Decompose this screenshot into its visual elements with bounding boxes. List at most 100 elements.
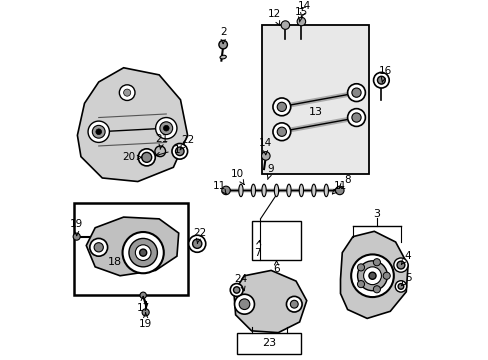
Circle shape bbox=[393, 258, 407, 272]
Circle shape bbox=[350, 255, 393, 297]
Circle shape bbox=[277, 127, 286, 136]
Circle shape bbox=[119, 85, 135, 100]
Text: 7: 7 bbox=[253, 240, 260, 258]
Circle shape bbox=[140, 292, 146, 298]
Circle shape bbox=[142, 152, 151, 162]
Text: 13: 13 bbox=[308, 107, 322, 117]
Text: 20: 20 bbox=[122, 152, 141, 162]
Circle shape bbox=[261, 152, 269, 160]
Ellipse shape bbox=[299, 184, 303, 197]
Circle shape bbox=[142, 309, 149, 316]
Circle shape bbox=[347, 109, 365, 126]
Polygon shape bbox=[233, 270, 306, 333]
Text: 14: 14 bbox=[258, 139, 271, 155]
Ellipse shape bbox=[311, 184, 315, 197]
Bar bbox=[251, 221, 301, 260]
Circle shape bbox=[92, 125, 105, 138]
Text: 9: 9 bbox=[267, 164, 274, 180]
Text: 21: 21 bbox=[155, 134, 168, 149]
Text: 19: 19 bbox=[70, 219, 83, 235]
Circle shape bbox=[372, 259, 380, 266]
Circle shape bbox=[351, 88, 360, 97]
Circle shape bbox=[286, 296, 302, 312]
Circle shape bbox=[377, 76, 385, 84]
Circle shape bbox=[357, 280, 364, 288]
Text: 22: 22 bbox=[180, 135, 194, 150]
Circle shape bbox=[175, 147, 183, 156]
Circle shape bbox=[396, 261, 404, 269]
Circle shape bbox=[351, 113, 360, 122]
Circle shape bbox=[192, 239, 202, 248]
Circle shape bbox=[394, 281, 406, 292]
Circle shape bbox=[373, 72, 388, 88]
Circle shape bbox=[297, 17, 305, 26]
Circle shape bbox=[233, 287, 240, 293]
Circle shape bbox=[122, 232, 163, 273]
Circle shape bbox=[230, 284, 243, 296]
Circle shape bbox=[90, 238, 107, 256]
Text: 8: 8 bbox=[339, 175, 350, 188]
Text: 22: 22 bbox=[193, 228, 206, 243]
Ellipse shape bbox=[220, 55, 226, 59]
Circle shape bbox=[188, 235, 205, 252]
Text: 4: 4 bbox=[401, 251, 410, 264]
Circle shape bbox=[290, 300, 298, 308]
Circle shape bbox=[96, 129, 102, 135]
Circle shape bbox=[140, 249, 146, 256]
Ellipse shape bbox=[274, 184, 278, 197]
Text: 11: 11 bbox=[332, 181, 346, 194]
Circle shape bbox=[363, 267, 381, 285]
Text: 1: 1 bbox=[156, 144, 180, 157]
Bar bbox=[237, 333, 301, 354]
Circle shape bbox=[160, 122, 172, 135]
Circle shape bbox=[88, 121, 109, 143]
Ellipse shape bbox=[286, 184, 290, 197]
Text: 15: 15 bbox=[294, 6, 307, 22]
Circle shape bbox=[357, 261, 386, 291]
Circle shape bbox=[155, 146, 165, 157]
Circle shape bbox=[94, 243, 103, 252]
Ellipse shape bbox=[324, 184, 328, 197]
Text: 14: 14 bbox=[297, 1, 310, 17]
Circle shape bbox=[129, 238, 157, 267]
Circle shape bbox=[347, 84, 365, 102]
Circle shape bbox=[372, 286, 380, 293]
Text: 23: 23 bbox=[262, 338, 276, 348]
Circle shape bbox=[335, 186, 344, 195]
Text: 10: 10 bbox=[230, 170, 244, 185]
Text: 18: 18 bbox=[107, 257, 122, 266]
Circle shape bbox=[357, 264, 364, 271]
Circle shape bbox=[155, 117, 177, 139]
Circle shape bbox=[383, 272, 389, 279]
Circle shape bbox=[272, 123, 290, 141]
Ellipse shape bbox=[262, 184, 265, 197]
Circle shape bbox=[368, 272, 375, 279]
Circle shape bbox=[219, 40, 227, 49]
Polygon shape bbox=[340, 231, 407, 318]
Circle shape bbox=[234, 294, 254, 314]
Circle shape bbox=[397, 284, 403, 289]
Circle shape bbox=[239, 299, 249, 310]
Text: 19: 19 bbox=[139, 313, 152, 329]
Text: 3: 3 bbox=[372, 209, 380, 219]
Bar bbox=[262, 25, 368, 174]
Ellipse shape bbox=[238, 184, 243, 197]
Circle shape bbox=[281, 21, 289, 30]
Circle shape bbox=[221, 186, 230, 195]
Text: 17: 17 bbox=[136, 296, 149, 313]
Text: 12: 12 bbox=[267, 9, 280, 25]
Circle shape bbox=[277, 102, 286, 112]
Polygon shape bbox=[77, 68, 187, 181]
Text: 2: 2 bbox=[220, 27, 226, 44]
Circle shape bbox=[135, 245, 151, 261]
Circle shape bbox=[163, 125, 169, 131]
Circle shape bbox=[123, 89, 130, 96]
Text: 11: 11 bbox=[213, 181, 226, 194]
Ellipse shape bbox=[251, 184, 255, 197]
Bar bbox=[74, 203, 187, 295]
Circle shape bbox=[138, 149, 155, 166]
Text: 16: 16 bbox=[378, 66, 391, 82]
Text: 24: 24 bbox=[234, 274, 247, 291]
Polygon shape bbox=[86, 217, 178, 276]
Text: 5: 5 bbox=[401, 273, 410, 286]
